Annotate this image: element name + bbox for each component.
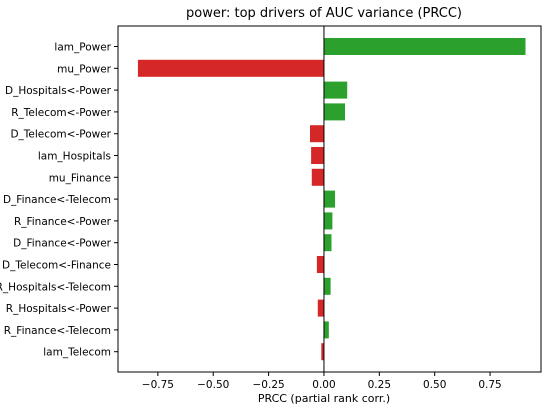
- y-tick-label: R_Finance<-Power: [14, 216, 112, 228]
- bar: [137, 59, 324, 77]
- chart-title: power: top drivers of AUC variance (PRCC…: [186, 6, 462, 21]
- bar: [311, 168, 324, 186]
- y-tick-label: lam_Hospitals: [38, 151, 111, 163]
- bar: [311, 147, 324, 164]
- bar: [323, 81, 348, 99]
- bar: [323, 190, 336, 208]
- x-tick-label: 0.25: [368, 379, 391, 391]
- bar: [323, 321, 329, 339]
- y-tick-label: mu_Finance: [49, 172, 111, 184]
- y-tick-label: D_Telecom<-Power: [10, 129, 111, 141]
- y-tick-label: lam_Power: [54, 42, 111, 54]
- x-axis: −0.75 −0.50 −0.25 0.00 0.25 0.50 0.75: [142, 372, 502, 391]
- y-tick-label: R_Finance<-Telecom: [4, 325, 111, 337]
- bar: [323, 277, 331, 295]
- bar: [317, 299, 324, 317]
- x-tick-label: −0.50: [197, 379, 229, 391]
- y-tick-label: D_Finance<-Telecom: [3, 194, 111, 206]
- bar: [323, 38, 526, 55]
- y-tick-label: D_Finance<-Power: [13, 238, 112, 250]
- x-tick-label: −0.75: [142, 379, 174, 391]
- bar: [316, 256, 324, 273]
- bar: [310, 125, 324, 143]
- bar: [321, 343, 324, 361]
- y-tick-label: D_Telecom<-Finance: [2, 260, 111, 272]
- y-tick-label: mu_Power: [57, 63, 112, 75]
- y-axis: lam_Power mu_Power D_Hospitals<-Power R_Tel…: [0, 42, 118, 359]
- y-tick-label: D_Hospitals<-Power: [5, 85, 112, 97]
- x-tick-label: 0.50: [423, 379, 446, 391]
- bar: [323, 103, 346, 121]
- x-tick-label: 0.00: [312, 379, 335, 391]
- bar: [323, 234, 332, 252]
- bar: [323, 212, 333, 230]
- x-tick-label: −0.25: [253, 379, 285, 391]
- y-tick-label: lam_Telecom: [43, 347, 111, 359]
- y-tick-label: R_Telecom<-Power: [11, 107, 111, 119]
- bars-group: [137, 38, 526, 361]
- x-tick-label: 0.75: [478, 379, 501, 391]
- y-tick-label: R_Hospitals<-Power: [6, 303, 112, 315]
- x-axis-label: PRCC (partial rank corr.): [258, 392, 390, 405]
- y-tick-label: R_Hospitals<-Telecom: [0, 281, 111, 293]
